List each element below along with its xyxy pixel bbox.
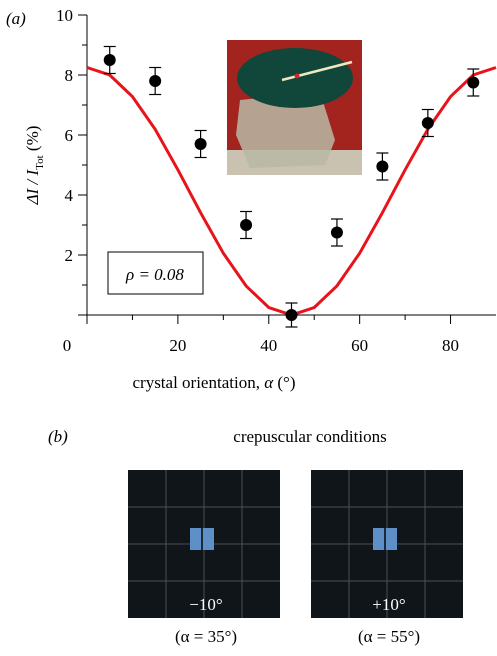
x-tick-label: 40 [260, 336, 277, 355]
panel-label: (b) [48, 427, 68, 446]
data-point [103, 54, 116, 66]
y-tick-label: 2 [65, 246, 74, 265]
x-axis-label: crystal orientation, α (°) [132, 373, 295, 392]
y-tick-label: 10 [56, 6, 73, 25]
photo-angle: +10° [372, 595, 405, 614]
panel-label: (a) [6, 9, 26, 28]
data-point [149, 75, 162, 87]
photo-angle: −10° [189, 595, 222, 614]
y-axis-label: ΔI / ITot (%) [23, 126, 46, 206]
annotation: ρ = 0.08 [125, 265, 184, 284]
data-point [194, 138, 207, 150]
photo-caption: (α = 35°) [175, 627, 237, 646]
x-tick-label: 60 [351, 336, 368, 355]
x-tick-label: 80 [442, 336, 459, 355]
y-tick-label: 8 [65, 66, 74, 85]
data-point [285, 309, 298, 321]
x-tick-label: 0 [63, 336, 72, 355]
y-tick-label: 6 [65, 126, 74, 145]
inset-photo [227, 40, 362, 175]
data-point [330, 226, 343, 239]
data-point [467, 76, 480, 89]
data-point [421, 117, 434, 129]
y-tick-label: 4 [65, 186, 74, 205]
x-tick-label: 20 [169, 336, 186, 355]
annotation-box [107, 251, 204, 295]
photo-caption: (α = 55°) [358, 627, 420, 646]
data-point [240, 219, 253, 231]
data-point [376, 160, 389, 173]
panel-title: crepuscular conditions [233, 427, 386, 446]
